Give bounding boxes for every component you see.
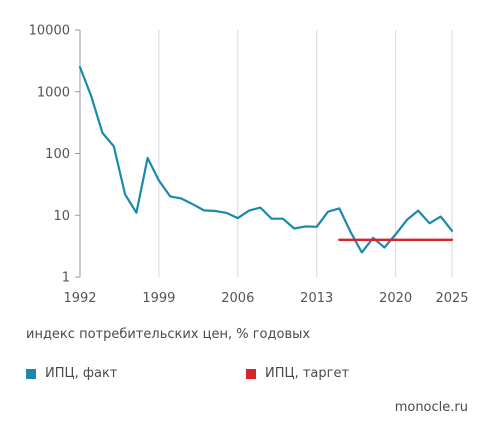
x-tick-label-2006: 2006	[221, 291, 254, 306]
series	[78, 65, 454, 254]
series-line-fact	[78, 65, 454, 254]
x-tick-label-1999: 1999	[142, 291, 175, 306]
axes	[75, 29, 81, 278]
y-tick-label-10000: 10000	[29, 24, 70, 39]
legend-item-fact: ИПЦ, факт	[26, 366, 117, 381]
legend-swatch-target	[246, 368, 256, 379]
x-tick-label-2013: 2013	[300, 291, 333, 306]
chart-caption: индекс потребительских цен, % годовых	[26, 327, 311, 342]
y-tick-label-1000: 1000	[37, 85, 70, 100]
legend-item-target: ИПЦ, таргет	[246, 366, 349, 381]
legend-label-target: ИПЦ, таргет	[265, 366, 350, 381]
brand-label: monocle.ru	[394, 400, 468, 415]
legend-label-fact: ИПЦ, факт	[45, 366, 118, 381]
legend: ИПЦ, факт ИПЦ, таргет	[0, 366, 494, 386]
x-tick-label-2025: 2025	[435, 291, 468, 306]
y-tick-label-1: 1	[62, 271, 70, 286]
x-tick-label-1992: 1992	[63, 291, 96, 306]
x-tick-label-2020: 2020	[379, 291, 412, 306]
x-tick-labels: 1992 1999 2006 2013 2020 2025	[63, 291, 468, 306]
y-tick-label-100: 100	[45, 147, 70, 162]
legend-swatch-fact	[26, 368, 36, 379]
y-tick-label-10: 10	[53, 209, 70, 224]
y-tick-labels: 1 10 100 1000 10000	[29, 24, 70, 286]
